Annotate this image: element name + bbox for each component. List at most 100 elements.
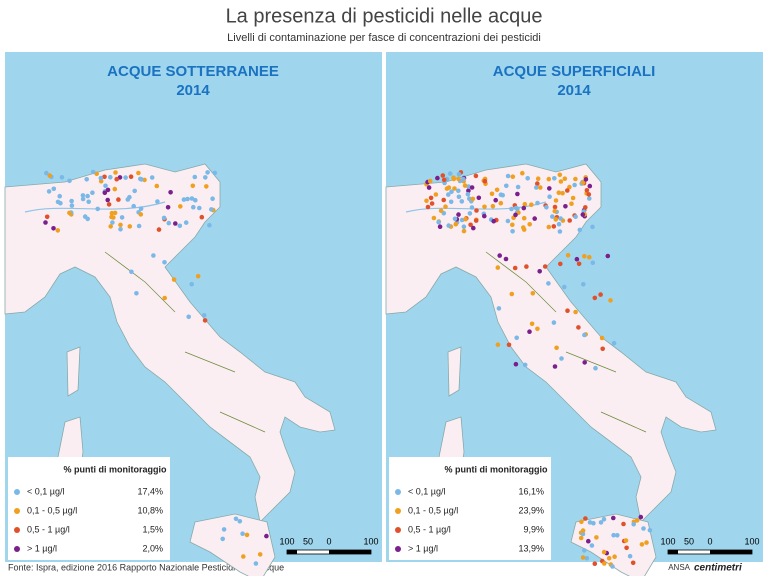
monitoring-point (132, 188, 137, 194)
monitoring-point (594, 535, 599, 540)
monitoring-point (509, 291, 515, 297)
monitoring-point (567, 184, 572, 190)
monitoring-point (556, 221, 562, 227)
monitoring-point (495, 265, 501, 270)
monitoring-point (530, 291, 536, 296)
monitoring-point (240, 531, 245, 536)
legend-swatch (14, 527, 20, 533)
monitoring-point (123, 175, 128, 180)
monitoring-point (136, 223, 142, 229)
legend-swatch (395, 508, 401, 514)
monitoring-point (85, 193, 90, 199)
map-panel: ACQUE SOTTERRANEE 2014 % punti di monitora… (4, 52, 382, 576)
monitoring-point (257, 552, 263, 557)
panel-year: 2014 (557, 82, 591, 99)
monitoring-point (537, 269, 542, 274)
legend-swatch (395, 527, 401, 533)
agency: ANSA (668, 563, 690, 572)
monitoring-point (136, 170, 141, 176)
monitoring-point (155, 199, 160, 204)
monitoring-point (456, 188, 461, 194)
monitoring-point (611, 340, 617, 346)
monitoring-point (114, 176, 119, 182)
monitoring-point (581, 282, 586, 287)
scale-label: 50 (684, 536, 694, 546)
monitoring-point (427, 178, 433, 184)
monitoring-point (611, 532, 616, 538)
monitoring-point (465, 192, 471, 197)
monitoring-point (577, 227, 583, 233)
monitoring-point (168, 190, 173, 195)
monitoring-point (498, 200, 504, 206)
monitoring-point (514, 335, 519, 341)
monitoring-point (573, 176, 578, 182)
monitoring-point (127, 224, 133, 229)
monitoring-point (473, 218, 479, 223)
monitoring-point (489, 191, 495, 197)
monitoring-point (638, 514, 644, 520)
monitoring-point (191, 204, 196, 210)
monitoring-point (573, 309, 578, 315)
monitoring-point (221, 527, 227, 532)
legend-box (8, 457, 170, 560)
monitoring-point (119, 215, 125, 220)
monitoring-point (576, 261, 582, 267)
scale-label: 50 (303, 536, 313, 546)
legend-label: > 1 µg/l (408, 543, 438, 553)
monitoring-point (496, 306, 502, 311)
monitoring-point (510, 222, 515, 228)
monitoring-point (80, 193, 86, 198)
monitoring-point (515, 206, 520, 211)
monitoring-point (554, 345, 559, 351)
monitoring-point (118, 222, 123, 228)
monitoring-point (46, 189, 52, 194)
monitoring-point (90, 169, 96, 175)
landmass (66, 346, 81, 397)
scale-label: 100 (363, 536, 378, 546)
monitoring-point (587, 520, 593, 525)
monitoring-point (515, 184, 521, 190)
monitoring-point (452, 186, 457, 191)
monitoring-point (193, 197, 198, 203)
monitoring-point (210, 196, 215, 201)
monitoring-point (436, 220, 441, 225)
monitoring-point (44, 214, 50, 220)
monitoring-point (535, 200, 540, 206)
legend-label: < 0,1 µg/l (27, 486, 64, 496)
monitoring-point (453, 221, 459, 227)
monitoring-point (647, 527, 653, 533)
monitoring-point (583, 177, 589, 182)
monitoring-point (557, 229, 563, 234)
monitoring-point (476, 195, 482, 201)
legend-label: 0,1 - 0,5 µg/l (408, 505, 458, 515)
monitoring-point (426, 185, 432, 190)
monitoring-point (546, 224, 552, 230)
map-panel: ACQUE SUPERFICIALI 2014 % punti di monitor… (385, 52, 763, 576)
monitoring-point (473, 173, 479, 179)
monitoring-point (468, 222, 473, 228)
legend-label: 0,5 - 1 µg/l (408, 524, 451, 534)
monitoring-point (630, 560, 636, 566)
monitoring-point (433, 192, 439, 197)
monitoring-point (570, 195, 576, 201)
monitoring-point (456, 172, 462, 177)
scale-bar-fill (329, 550, 371, 554)
title: La presenza di pesticidi nelle acque (226, 5, 543, 27)
monitoring-point (510, 229, 515, 234)
monitoring-point (189, 196, 195, 201)
monitoring-point (437, 224, 443, 229)
monitoring-point (429, 201, 435, 206)
scale-bar-fill (668, 550, 678, 554)
monitoring-point (612, 554, 617, 559)
monitoring-point (512, 265, 518, 271)
landmass (4, 163, 336, 523)
monitoring-point (185, 196, 190, 202)
monitoring-point (441, 177, 447, 183)
monitoring-point (582, 548, 587, 553)
monitoring-point (428, 195, 434, 201)
monitoring-point (110, 220, 115, 225)
landmass (570, 513, 657, 576)
monitoring-point (634, 518, 640, 523)
monitoring-point (546, 281, 551, 286)
monitoring-point (183, 220, 189, 225)
